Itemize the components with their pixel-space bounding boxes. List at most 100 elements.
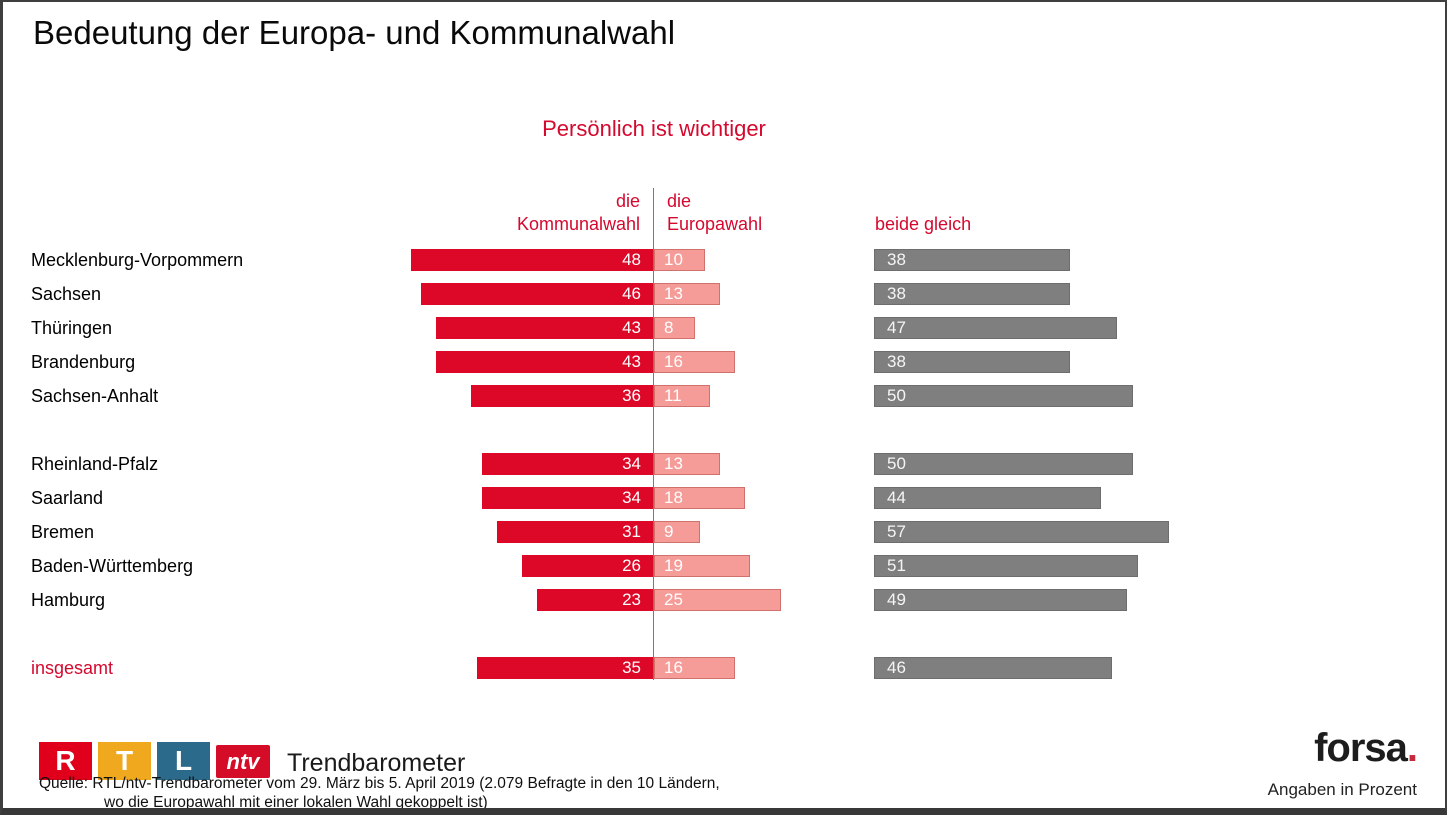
source-note-line1: Quelle: RTL/ntv-Trendbarometer vom 29. M… — [39, 775, 720, 792]
beide-gleich-bar: 38 — [874, 249, 1071, 271]
rtl-logo-r-block: R — [39, 742, 92, 780]
row-label: Baden-Württemberg — [31, 556, 194, 576]
kommunalwahl-value: 23 — [622, 590, 641, 609]
europawahl-bar: 16 — [654, 351, 736, 373]
kommunalwahl-value: 35 — [622, 658, 641, 677]
chart-center-axis-line — [653, 188, 654, 680]
kommunalwahl-bar: 48 — [410, 249, 654, 271]
row-label: Rheinland-Pfalz — [31, 454, 159, 474]
beide-gleich-bar: 49 — [874, 589, 1128, 611]
beide-gleich-bar: 44 — [874, 487, 1102, 509]
unit-note: Angaben in Prozent — [1267, 780, 1417, 799]
column-header-beide-gleich: beide gleich — [875, 214, 972, 234]
forsa-logo: forsa. — [1314, 726, 1418, 771]
europawahl-bar: 13 — [654, 453, 720, 475]
europawahl-bar: 25 — [654, 589, 781, 611]
beide-gleich-value: 38 — [887, 352, 906, 371]
beide-gleich-bar: 50 — [874, 453, 1133, 475]
rtl-logo-t-block: T — [98, 742, 151, 780]
ntv-logo: ntv — [216, 745, 270, 778]
kommunalwahl-value: 48 — [622, 250, 641, 269]
europawahl-value: 16 — [664, 352, 683, 371]
kommunalwahl-bar: 43 — [435, 351, 654, 373]
kommunalwahl-value: 34 — [622, 488, 641, 507]
trendbarometer-caption: Trendbarometer — [287, 749, 466, 777]
beide-gleich-value: 47 — [887, 318, 906, 337]
beide-gleich-value: 50 — [887, 386, 906, 405]
forsa-logo-dot: . — [1406, 726, 1418, 770]
column-header-europawahl-line1: die — [667, 191, 692, 211]
europawahl-value: 19 — [664, 556, 683, 575]
kommunalwahl-bar: 26 — [522, 555, 654, 577]
source-note-line2: wo die Europawahl mit einer lokalen Wahl… — [104, 794, 488, 811]
column-header-europawahl: die Europawahl — [667, 190, 762, 236]
kommunalwahl-value: 26 — [622, 556, 641, 575]
beide-gleich-bar: 51 — [874, 555, 1138, 577]
beide-gleich-value: 57 — [887, 522, 906, 541]
europawahl-bar: 9 — [654, 521, 700, 543]
kommunalwahl-bar: 46 — [420, 283, 654, 305]
kommunalwahl-value: 34 — [622, 454, 641, 473]
europawahl-bar: 10 — [654, 249, 705, 271]
kommunalwahl-value: 43 — [622, 318, 641, 337]
kommunalwahl-bar: 36 — [471, 385, 654, 407]
kommunalwahl-bar: 31 — [496, 521, 654, 543]
column-header-europawahl-line2: Europawahl — [667, 214, 763, 234]
row-label: Hamburg — [31, 590, 106, 610]
row-label: Sachsen-Anhalt — [31, 386, 159, 406]
row-label: Sachsen — [31, 284, 102, 304]
beide-gleich-value: 50 — [887, 454, 906, 473]
europawahl-value: 13 — [664, 454, 683, 473]
beide-gleich-value: 38 — [887, 250, 906, 269]
europawahl-value: 25 — [664, 590, 683, 609]
europawahl-bar: 8 — [654, 317, 695, 339]
beide-gleich-value: 38 — [887, 284, 906, 303]
europawahl-bar: 18 — [654, 487, 746, 509]
column-header-kommunalwahl-line1: die — [615, 191, 640, 211]
chart-subtitle: Persönlich ist wichtiger — [542, 116, 766, 141]
row-label: insgesamt — [31, 658, 114, 678]
europawahl-value: 16 — [664, 658, 683, 677]
kommunalwahl-value: 31 — [622, 522, 641, 541]
beide-gleich-bar: 47 — [874, 317, 1117, 339]
row-label: Thüringen — [31, 318, 113, 338]
column-header-kommunalwahl: die Kommunalwahl — [3, 190, 640, 236]
kommunalwahl-bar: 43 — [435, 317, 654, 339]
europawahl-bar: 16 — [654, 657, 736, 679]
kommunalwahl-value: 46 — [622, 284, 641, 303]
europawahl-value: 8 — [664, 318, 674, 337]
row-label: Saarland — [31, 488, 104, 508]
column-header-kommunalwahl-line2: Kommunalwahl — [516, 214, 640, 234]
rtl-logo-l-block: L — [157, 742, 210, 780]
europawahl-value: 11 — [664, 386, 682, 405]
row-label: Mecklenburg-Vorpommern — [31, 250, 244, 270]
beide-gleich-value: 51 — [887, 556, 906, 575]
beide-gleich-value: 44 — [887, 488, 906, 507]
beide-gleich-value: 46 — [887, 658, 906, 677]
row-label: Brandenburg — [31, 352, 136, 372]
beide-gleich-bar: 50 — [874, 385, 1133, 407]
europawahl-value: 10 — [664, 250, 683, 269]
kommunalwahl-value: 43 — [622, 352, 641, 371]
source-note: Quelle: RTL/ntv-Trendbarometer vom 29. M… — [39, 774, 720, 811]
forsa-logo-text: forsa — [1314, 726, 1408, 770]
kommunalwahl-bar: 23 — [537, 589, 654, 611]
rtl-logo: R T L — [39, 742, 210, 780]
europawahl-bar: 11 — [654, 385, 710, 407]
beide-gleich-bar: 38 — [874, 283, 1071, 305]
beide-gleich-bar: 57 — [874, 521, 1169, 543]
europawahl-bar: 19 — [654, 555, 751, 577]
europawahl-value: 9 — [664, 522, 674, 541]
beide-gleich-value: 49 — [887, 590, 906, 609]
kommunalwahl-value: 36 — [622, 386, 641, 405]
europawahl-value: 18 — [664, 488, 683, 507]
kommunalwahl-bar: 35 — [476, 657, 654, 679]
europawahl-bar: 13 — [654, 283, 720, 305]
europawahl-value: 13 — [664, 284, 683, 303]
row-label: Bremen — [31, 522, 95, 542]
kommunalwahl-bar: 34 — [481, 487, 654, 509]
beide-gleich-bar: 46 — [874, 657, 1112, 679]
beide-gleich-bar: 38 — [874, 351, 1071, 373]
kommunalwahl-bar: 34 — [481, 453, 654, 475]
